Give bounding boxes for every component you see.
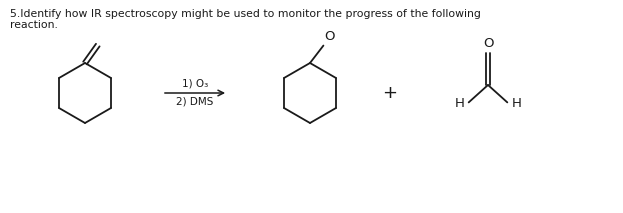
Text: O: O [325,30,335,43]
Text: H: H [455,97,465,110]
Text: H: H [511,97,521,110]
Text: +: + [383,84,397,102]
Text: O: O [483,37,493,50]
Text: reaction.: reaction. [10,20,58,30]
Text: 5.Identify how IR spectroscopy might be used to monitor the progress of the foll: 5.Identify how IR spectroscopy might be … [10,9,481,19]
Text: 2) DMS: 2) DMS [176,97,214,107]
Text: 1) O₃: 1) O₃ [182,79,208,89]
